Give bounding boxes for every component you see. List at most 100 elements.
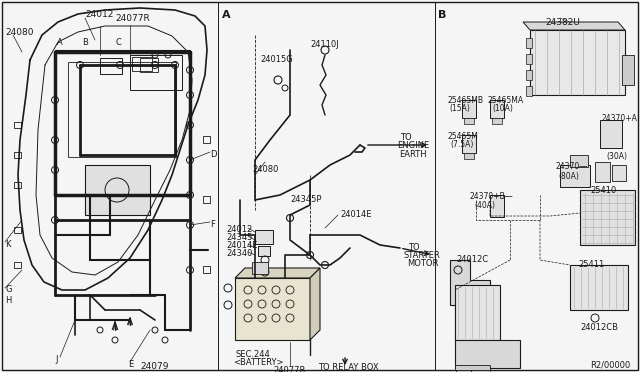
Bar xyxy=(612,165,626,181)
Polygon shape xyxy=(310,268,320,340)
Bar xyxy=(203,196,210,203)
Bar xyxy=(526,54,532,64)
Text: R2/00000: R2/00000 xyxy=(590,360,630,369)
Bar xyxy=(526,38,532,48)
Text: 24077R: 24077R xyxy=(273,366,305,372)
Text: (80A): (80A) xyxy=(558,172,579,181)
Bar xyxy=(490,100,504,118)
Text: 24110J: 24110J xyxy=(310,40,339,49)
Bar xyxy=(85,165,150,215)
Bar xyxy=(490,195,504,217)
Bar xyxy=(526,86,532,96)
Bar xyxy=(455,365,490,370)
Text: 25410: 25410 xyxy=(590,186,616,195)
Text: (30A): (30A) xyxy=(606,152,627,161)
Bar xyxy=(560,165,590,187)
Text: MOTOR: MOTOR xyxy=(407,259,438,268)
Polygon shape xyxy=(235,268,320,278)
Text: (7.5A): (7.5A) xyxy=(450,140,474,149)
Text: A: A xyxy=(222,10,230,20)
Text: B: B xyxy=(438,10,446,20)
Text: 24382U: 24382U xyxy=(545,18,580,27)
Text: C: C xyxy=(115,38,121,47)
Bar xyxy=(455,285,500,340)
Text: 24014E: 24014E xyxy=(340,210,371,219)
Bar xyxy=(456,370,471,372)
Text: 25465MA: 25465MA xyxy=(488,96,524,105)
Text: (10A): (10A) xyxy=(492,104,513,113)
Text: 24014E: 24014E xyxy=(226,241,257,250)
Text: B: B xyxy=(82,38,88,47)
Bar xyxy=(570,265,628,310)
Text: 24012CB: 24012CB xyxy=(580,323,618,332)
Bar xyxy=(235,278,310,340)
Text: TO RELAY BOX: TO RELAY BOX xyxy=(318,363,379,372)
Bar xyxy=(462,135,476,153)
Bar xyxy=(464,153,474,159)
Text: K: K xyxy=(5,240,10,249)
Bar xyxy=(526,70,532,80)
Bar xyxy=(255,230,273,244)
Text: TO: TO xyxy=(408,243,420,252)
Bar xyxy=(132,57,152,71)
Bar xyxy=(14,182,21,188)
Text: SEC.244: SEC.244 xyxy=(235,350,269,359)
Text: ENGINE: ENGINE xyxy=(397,141,429,150)
Text: A: A xyxy=(57,38,63,47)
Text: H: H xyxy=(5,296,12,305)
Text: 24370+B―: 24370+B― xyxy=(470,192,513,201)
Bar xyxy=(203,136,210,143)
Text: TO: TO xyxy=(400,133,412,142)
Text: 24345P: 24345P xyxy=(290,195,321,204)
Bar xyxy=(130,55,182,90)
Bar xyxy=(492,118,502,124)
Bar xyxy=(252,262,268,274)
Bar xyxy=(14,152,21,158)
Text: 24077R: 24077R xyxy=(115,14,150,23)
Text: 24079: 24079 xyxy=(140,362,168,371)
Bar xyxy=(258,246,270,256)
Bar xyxy=(14,122,21,128)
Text: D: D xyxy=(210,150,216,159)
Text: (15A): (15A) xyxy=(449,104,470,113)
Text: EARTH: EARTH xyxy=(399,150,427,159)
Polygon shape xyxy=(450,260,490,340)
Bar xyxy=(14,262,21,268)
Bar xyxy=(622,55,634,85)
Text: STARTER: STARTER xyxy=(404,251,441,260)
Bar xyxy=(595,162,610,182)
Bar xyxy=(464,118,474,124)
Text: <BATTERY>: <BATTERY> xyxy=(233,358,284,367)
Text: G: G xyxy=(5,285,12,294)
Bar xyxy=(100,58,122,74)
Text: 24345: 24345 xyxy=(226,233,252,242)
Text: 24370+A: 24370+A xyxy=(602,114,638,123)
Bar xyxy=(462,100,476,118)
Bar xyxy=(203,266,210,273)
Text: 25465MB: 25465MB xyxy=(448,96,484,105)
Text: F: F xyxy=(210,220,215,229)
Bar xyxy=(580,190,635,245)
Bar xyxy=(455,340,520,368)
Text: 24080: 24080 xyxy=(252,165,278,174)
Text: E: E xyxy=(128,360,133,369)
Bar xyxy=(570,155,588,167)
Text: 25411: 25411 xyxy=(578,260,604,269)
Text: 24012: 24012 xyxy=(226,225,252,234)
Polygon shape xyxy=(523,22,625,30)
Text: 24080: 24080 xyxy=(5,28,33,37)
Bar xyxy=(55,50,190,195)
Text: 24012: 24012 xyxy=(85,10,113,19)
Text: (40A): (40A) xyxy=(474,201,495,210)
Text: 25465M: 25465M xyxy=(448,132,479,141)
Bar xyxy=(14,227,21,233)
Bar xyxy=(530,30,625,95)
Text: J: J xyxy=(55,355,58,364)
Bar xyxy=(600,120,622,148)
Bar xyxy=(140,58,158,72)
Bar xyxy=(68,62,176,157)
Text: 24340: 24340 xyxy=(226,249,252,258)
Text: 24012C: 24012C xyxy=(456,255,488,264)
Text: 24015G: 24015G xyxy=(260,55,292,64)
Text: 24370―: 24370― xyxy=(556,162,588,171)
